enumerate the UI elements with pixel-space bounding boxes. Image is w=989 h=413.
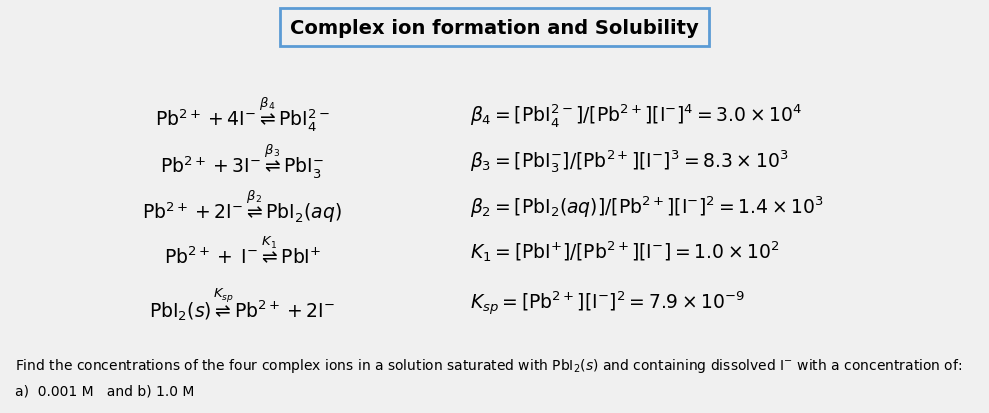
Text: $\beta_2 = [\mathrm{PbI_2}(aq)]/[\mathrm{Pb}^{2+}][\mathrm{I}^{-}]^2 = 1.4 \time: $\beta_2 = [\mathrm{PbI_2}(aq)]/[\mathrm…: [470, 194, 824, 219]
Text: $K_{sp} = [\mathrm{Pb}^{2+}][\mathrm{I}^{-}]^2 = 7.9 \times 10^{-9}$: $K_{sp} = [\mathrm{Pb}^{2+}][\mathrm{I}^…: [470, 290, 746, 318]
Text: $\mathrm{Pb}^{2+} + \;\mathrm{I}^{-} \overset{K_1}{\rightleftharpoons} \mathrm{P: $\mathrm{Pb}^{2+} + \;\mathrm{I}^{-} \ov…: [163, 235, 321, 267]
Text: $\beta_4 = [\mathrm{PbI_4^{2-}}]/[\mathrm{Pb}^{2+}][\mathrm{I}^{-}]^4 = 3.0 \tim: $\beta_4 = [\mathrm{PbI_4^{2-}}]/[\mathr…: [470, 101, 802, 128]
Text: Complex ion formation and Solubility: Complex ion formation and Solubility: [290, 19, 699, 38]
Text: $\mathrm{Pb}^{2+} + 4\mathrm{I}^{-} \overset{\beta_4}{\rightleftharpoons} \mathr: $\mathrm{Pb}^{2+} + 4\mathrm{I}^{-} \ove…: [154, 96, 330, 134]
Text: $\mathrm{Pb}^{2+} + 3\mathrm{I}^{-} \overset{\beta_3}{\rightleftharpoons} \mathr: $\mathrm{Pb}^{2+} + 3\mathrm{I}^{-} \ove…: [160, 142, 324, 180]
Text: Find the concentrations of the four complex ions in a solution saturated with $\: Find the concentrations of the four comp…: [15, 356, 962, 375]
Text: $\beta_3 = [\mathrm{PbI_3^{-}}]/[\mathrm{Pb}^{2+}][\mathrm{I}^{-}]^3 = 8.3 \time: $\beta_3 = [\mathrm{PbI_3^{-}}]/[\mathrm…: [470, 147, 788, 175]
Text: $K_1 = [\mathrm{PbI}^{+}]/[\mathrm{Pb}^{2+}][\mathrm{I}^{-}] = 1.0 \times 10^{2}: $K_1 = [\mathrm{PbI}^{+}]/[\mathrm{Pb}^{…: [470, 239, 779, 263]
Text: $\mathrm{PbI_2}(s) \overset{K_{sp}}{\rightleftharpoons} \mathrm{Pb}^{2+} + 2\mat: $\mathrm{PbI_2}(s) \overset{K_{sp}}{\rig…: [149, 285, 335, 322]
Text: $\mathrm{Pb}^{2+} + 2\mathrm{I}^{-} \overset{\beta_2}{\rightleftharpoons} \mathr: $\mathrm{Pb}^{2+} + 2\mathrm{I}^{-} \ove…: [142, 188, 342, 225]
Text: a)  0.001 M   and b) 1.0 M: a) 0.001 M and b) 1.0 M: [15, 383, 195, 397]
